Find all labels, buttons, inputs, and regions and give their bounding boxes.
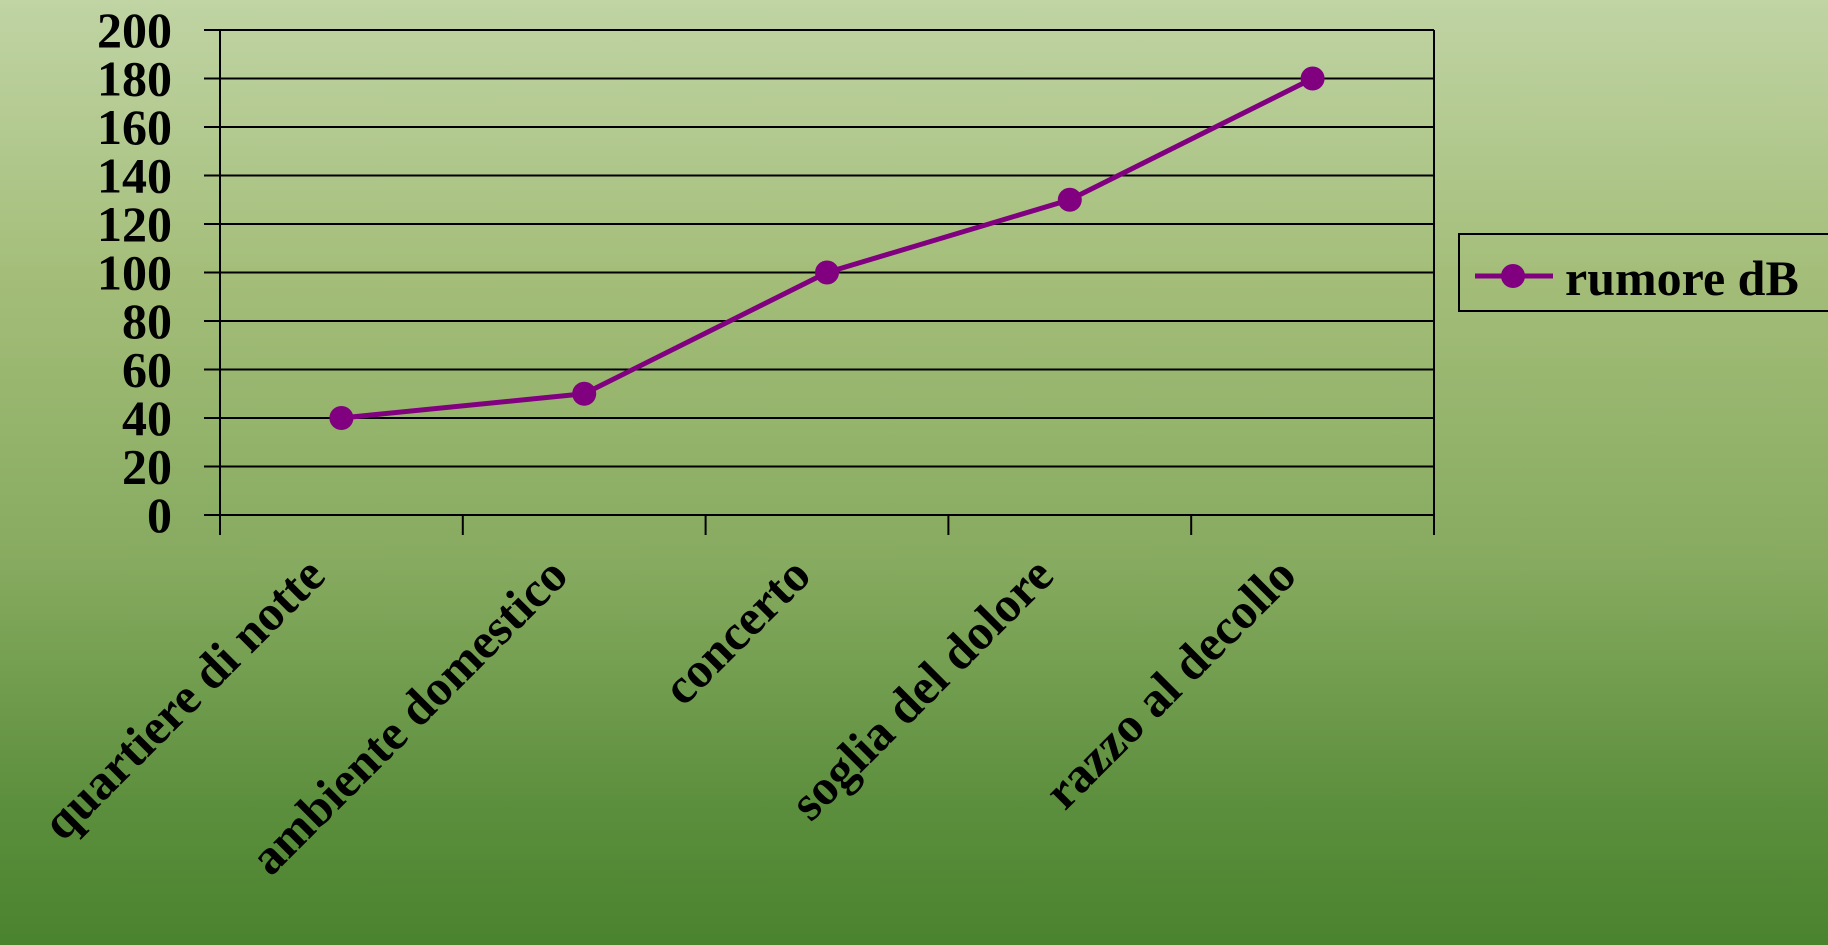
y-tick-label: 40 xyxy=(122,390,172,446)
data-point xyxy=(572,381,597,406)
y-tick-label: 0 xyxy=(147,487,172,543)
series-line xyxy=(341,76,1314,421)
y-tick-label: 80 xyxy=(122,293,172,349)
data-point xyxy=(1057,187,1082,212)
y-tick-label: 120 xyxy=(97,196,172,252)
y-tick-label: 100 xyxy=(97,245,172,301)
x-category-label: concerto xyxy=(652,546,821,715)
y-tick-label: 60 xyxy=(122,342,172,398)
y-tick-label: 200 xyxy=(97,2,172,58)
legend: rumore dB xyxy=(1458,233,1828,312)
x-category-label: soglia del dolore xyxy=(779,546,1063,830)
data-point xyxy=(329,406,354,430)
series-rumore-db xyxy=(329,66,1325,430)
x-category-label: razzo al decollo xyxy=(1033,546,1306,819)
legend-series-label: rumore dB xyxy=(1565,250,1799,306)
gridlines xyxy=(220,29,1434,468)
y-tick-label: 140 xyxy=(97,148,172,204)
axes xyxy=(204,29,1435,535)
legend-series-marker xyxy=(1501,264,1525,288)
y-tick-label: 20 xyxy=(122,439,172,495)
y-tick-label: 180 xyxy=(97,51,172,107)
data-point xyxy=(815,260,839,285)
data-point xyxy=(1300,66,1325,91)
y-tick-label: 160 xyxy=(97,99,172,155)
legend-box xyxy=(1458,233,1828,312)
